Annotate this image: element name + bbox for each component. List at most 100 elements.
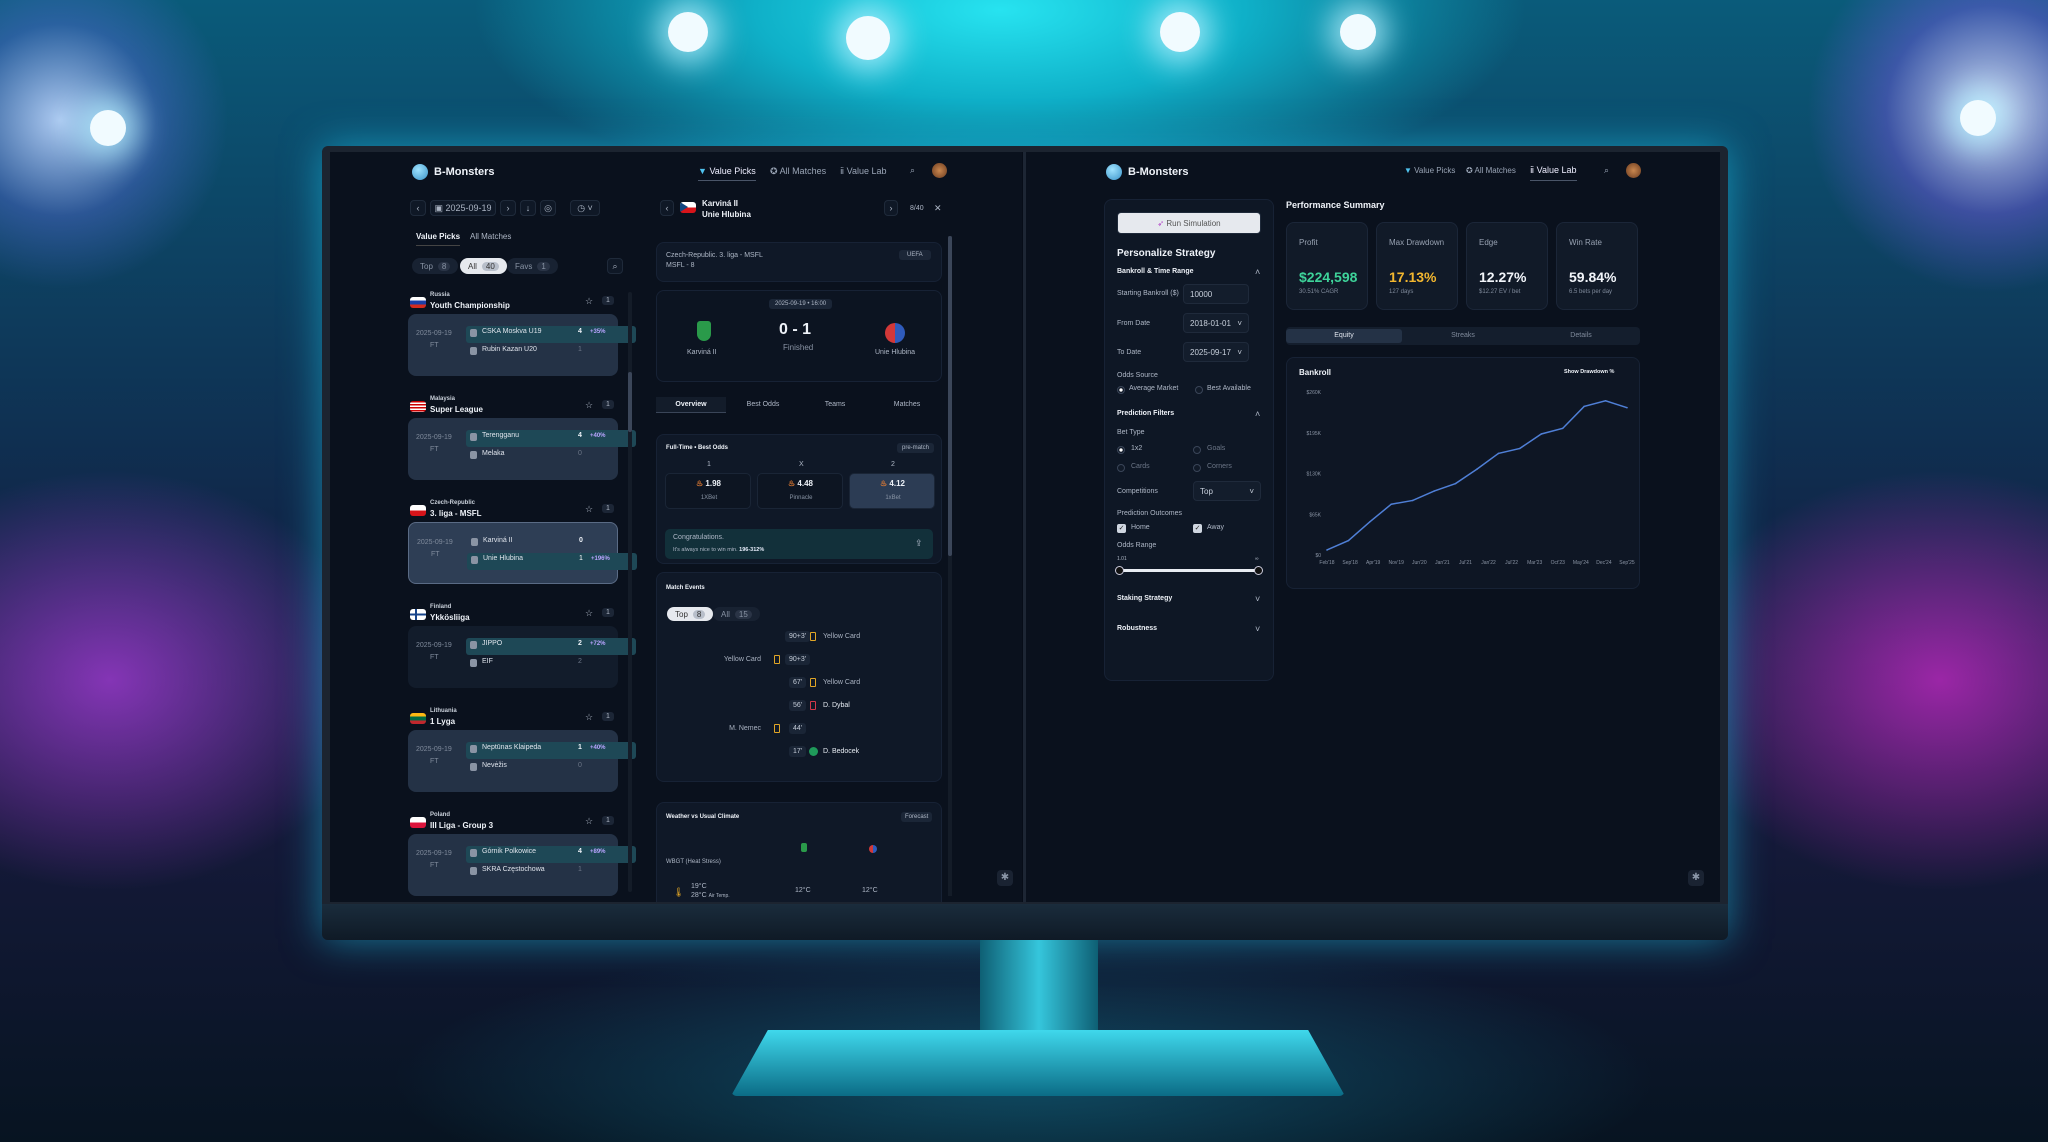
- starting-bankroll-input[interactable]: 10000: [1183, 284, 1249, 304]
- red-card-icon: [810, 701, 816, 710]
- sort-icon[interactable]: ↓: [520, 200, 536, 216]
- detail-tab-best-odds[interactable]: Best Odds: [746, 401, 780, 408]
- show-drawdown-toggle[interactable]: Show Drawdown %: [1564, 369, 1615, 375]
- detail-tab-teams[interactable]: Teams: [824, 401, 846, 408]
- radio-corners[interactable]: [1193, 464, 1201, 472]
- radio-best-available[interactable]: [1195, 386, 1203, 394]
- nav-value-lab[interactable]: ⅱ Value Lab: [1530, 165, 1577, 181]
- star-icon[interactable]: ☆: [585, 608, 594, 618]
- nav-value-lab[interactable]: ⅱ Value Lab: [840, 166, 887, 176]
- uefa-badge: UEFA: [899, 250, 931, 260]
- temp-air: 28°C: [691, 892, 707, 899]
- next-match-button[interactable]: ›: [884, 200, 898, 216]
- search-icon[interactable]: ⌕: [607, 258, 623, 274]
- odds-cell[interactable]: ♨ 1.98 1XBet: [665, 473, 751, 509]
- search-icon[interactable]: ⌕: [1604, 165, 1610, 175]
- events-filter-top[interactable]: Top 8: [667, 607, 714, 621]
- radio-average-market[interactable]: [1117, 386, 1125, 394]
- nav-value-picks[interactable]: ▼ Value Picks: [1404, 166, 1456, 175]
- away-team: Unie Hlubina: [483, 555, 524, 562]
- detail-tab-matches[interactable]: Matches: [893, 401, 921, 408]
- odds-cell[interactable]: ♨ 4.12 1xBet: [849, 473, 935, 509]
- diamond-icon: ▼: [1404, 166, 1412, 175]
- nav-all-matches[interactable]: ✪ All Matches: [770, 166, 827, 176]
- checkbox-home[interactable]: ✓: [1117, 524, 1126, 533]
- next-date-button[interactable]: ›: [500, 200, 516, 216]
- time-filter-dropdown[interactable]: ◷ ˅: [570, 200, 600, 216]
- star-icon[interactable]: ☆: [585, 504, 594, 514]
- search-icon[interactable]: ⌕: [910, 165, 916, 175]
- radio-1x2[interactable]: [1117, 446, 1125, 454]
- to-date-select[interactable]: 2025-09-17 ˅: [1183, 342, 1249, 362]
- prediction-filters-header[interactable]: Prediction Filters: [1117, 410, 1175, 417]
- detail-away-team: Unie Hlubina: [702, 210, 751, 219]
- tab-all-matches[interactable]: All Matches: [470, 232, 512, 241]
- robustness-header[interactable]: Robustness: [1117, 625, 1158, 632]
- match-card[interactable]: 2025-09-19 FT Górnik Polkowice 4 SKRA Cz…: [408, 834, 636, 896]
- filter-favs[interactable]: Favs 1: [507, 258, 558, 274]
- chevron-down-icon[interactable]: ˅: [1255, 624, 1261, 634]
- away-score: 1: [579, 555, 583, 562]
- match-card[interactable]: 2025-09-19 FT CSKA Moskva U19 4 Rubin Ka…: [408, 314, 636, 376]
- settings-gear-icon[interactable]: ✱: [997, 870, 1013, 886]
- result-tab-streaks[interactable]: Streaks: [1451, 332, 1475, 339]
- prev-match-button[interactable]: ‹: [660, 200, 674, 216]
- list-scrollbar[interactable]: [628, 292, 632, 892]
- match-card[interactable]: 2025-09-19 FT Neptūnas Klaipeda 1 Nevėži…: [408, 730, 636, 792]
- star-icon[interactable]: ☆: [585, 712, 594, 722]
- match-status: FT: [430, 862, 439, 869]
- prev-date-button[interactable]: ‹: [410, 200, 426, 216]
- match-card[interactable]: 2025-09-19 FT Karviná II 0 Unie Hlubina …: [408, 522, 637, 584]
- nav-all-matches[interactable]: ✪ All Matches: [1466, 166, 1516, 175]
- chevron-up-icon[interactable]: ˄: [1255, 267, 1261, 277]
- event-label: D. Dybal: [823, 702, 850, 709]
- odds-range-min-handle[interactable]: [1115, 566, 1124, 575]
- stat-sub: 6.5 bets per day: [1569, 289, 1613, 295]
- odds-range-max-handle[interactable]: [1254, 566, 1263, 575]
- congrats-title: Congratulations.: [673, 534, 724, 541]
- match-card[interactable]: 2025-09-19 FT JIPPO 2 EIF 2 +72%: [408, 626, 636, 688]
- radio-cards[interactable]: [1117, 464, 1125, 472]
- close-icon[interactable]: ✕: [934, 203, 942, 213]
- staking-strategy-header[interactable]: Staking Strategy: [1117, 595, 1173, 602]
- run-simulation-button[interactable]: ➶ Run Simulation: [1117, 212, 1261, 234]
- result-tab-details[interactable]: Details: [1570, 332, 1592, 339]
- match-card[interactable]: 2025-09-19 FT Terengganu 4 Melaka 0 +40%: [408, 418, 636, 480]
- filter-top[interactable]: Top 8: [412, 258, 459, 274]
- odds-cell[interactable]: ♨ 4.48 Pinnacle: [757, 473, 843, 509]
- settings-gear-icon[interactable]: ✱: [1688, 870, 1704, 886]
- stat-card: Profit $224,598 30.51% CAGR: [1286, 222, 1368, 310]
- detail-home-team: Karviná II: [702, 199, 739, 208]
- tab-value-picks[interactable]: Value Picks: [416, 232, 461, 246]
- team-logo: [471, 538, 478, 546]
- lithuania-flag-icon: [410, 713, 426, 724]
- x-tick-label: Oct'23: [1551, 560, 1566, 566]
- date-picker[interactable]: ▣ 2025-09-19: [430, 200, 496, 216]
- temp-wbgt: 19°C: [691, 883, 707, 890]
- star-icon[interactable]: ☆: [585, 296, 594, 306]
- home-team: Terengganu: [482, 432, 519, 439]
- chevron-up-icon[interactable]: ˄: [1255, 409, 1261, 419]
- checkbox-away[interactable]: ✓: [1193, 524, 1202, 533]
- from-date-select[interactable]: 2018-01-01 ˅: [1183, 313, 1249, 333]
- radio-goals[interactable]: [1193, 446, 1201, 454]
- event-minute: 67': [789, 677, 807, 688]
- avatar[interactable]: [1626, 163, 1641, 178]
- star-icon[interactable]: ☆: [585, 400, 594, 410]
- star-icon[interactable]: ☆: [585, 816, 594, 826]
- chevron-down-icon[interactable]: ˅: [1255, 594, 1261, 604]
- event-label: M. Nemec: [729, 725, 761, 732]
- event-label: D. Bedocek: [823, 748, 860, 755]
- nav-value-picks[interactable]: ▼ Value Picks: [698, 166, 756, 181]
- avatar[interactable]: [932, 163, 947, 178]
- filter-all[interactable]: All 40: [460, 258, 507, 274]
- result-tab-equity[interactable]: Equity: [1286, 329, 1402, 343]
- competitions-select[interactable]: Top ˅: [1193, 481, 1261, 501]
- detail-tab-overview[interactable]: Overview: [656, 397, 726, 413]
- share-icon[interactable]: ⇪: [915, 538, 923, 548]
- bankroll-section-header[interactable]: Bankroll & Time Range: [1117, 268, 1194, 275]
- refresh-icon[interactable]: ◎: [540, 200, 556, 216]
- edge-badge: +89%: [590, 849, 606, 855]
- events-filter-all[interactable]: All 15: [713, 607, 760, 621]
- detail-scrollbar[interactable]: [948, 236, 952, 896]
